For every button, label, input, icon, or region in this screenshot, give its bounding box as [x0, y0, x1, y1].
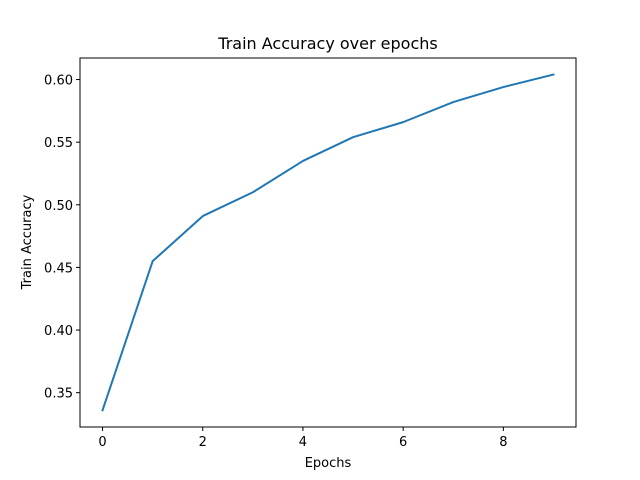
series-layer: [101, 73, 555, 412]
y-tick-label: 0.35: [44, 387, 73, 402]
x-axis-label: Epochs: [305, 456, 352, 471]
x-tick-label: 2: [199, 435, 207, 450]
y-tick-label: 0.40: [44, 324, 73, 339]
y-axis-label: Train Accuracy: [20, 194, 35, 290]
plot-area: 0 2 4 6 8 0.35 0.40 0.45 0.50 0.55 0.60: [44, 57, 577, 450]
x-tick-label: 8: [499, 435, 507, 450]
x-tick-label: 4: [299, 435, 307, 450]
y-axis: 0.35 0.40 0.45 0.50 0.55 0.60: [44, 74, 80, 402]
x-axis: 0 2 4 6 8: [98, 427, 507, 450]
axes-frame: [79, 57, 577, 428]
chart-title: Train Accuracy over epochs: [217, 34, 437, 53]
y-tick-label: 0.50: [44, 199, 73, 214]
y-tick-label: 0.60: [44, 74, 73, 89]
y-tick-label: 0.45: [44, 261, 73, 276]
y-tick-label: 0.55: [44, 136, 73, 151]
series-line: [101, 73, 555, 412]
x-tick-label: 6: [399, 435, 407, 450]
x-tick-label: 0: [98, 435, 106, 450]
